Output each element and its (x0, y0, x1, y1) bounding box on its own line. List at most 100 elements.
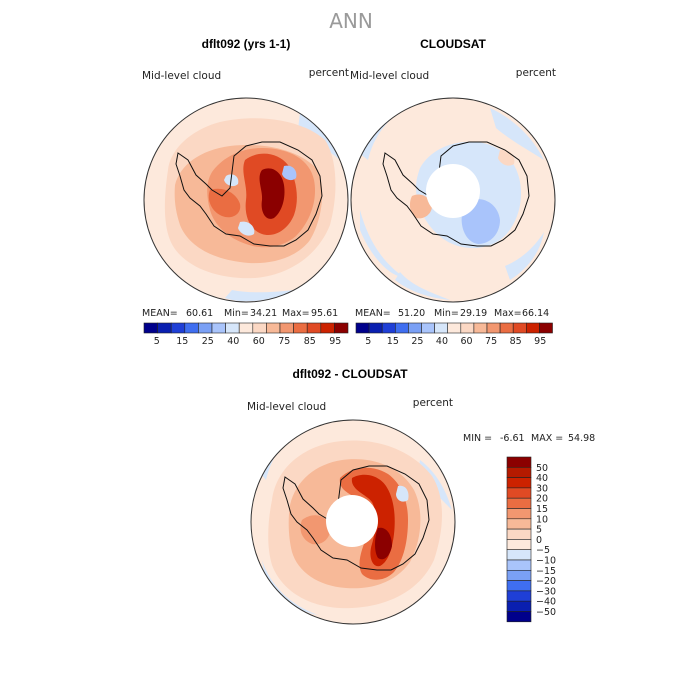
stat-min-label: Min= (434, 308, 459, 319)
colorbar-swatch (506, 518, 532, 530)
colorbar-obs: 5 15 25 40 60 75 85 95 (355, 322, 553, 347)
colorbar-tick-label: 20 (536, 494, 548, 505)
panel-model-title: dflt092 (yrs 1-1) (202, 37, 291, 51)
colorbar-swatch (408, 322, 422, 334)
pale-blue-patch (490, 108, 544, 160)
panel-diff-title: dflt092 - CLOUDSAT (292, 367, 408, 381)
colorbar-swatch (211, 322, 226, 334)
colorbar-swatch (506, 508, 532, 520)
panel-obs-title: CLOUDSAT (420, 37, 486, 51)
panel-obs: CLOUDSAT Mid-level cloud percent MEAN= 5… (350, 37, 556, 347)
colorbar-swatch (198, 322, 213, 334)
colorbar-swatch (170, 322, 186, 334)
salmon-patch (409, 194, 432, 219)
stat-min-value: 29.19 (460, 308, 487, 319)
colorbar-swatch (306, 322, 322, 334)
panel-diff-map (251, 420, 455, 624)
pale-blue-patch (258, 424, 300, 480)
colorbar-tick-label: 5 (154, 336, 160, 347)
colorbar-swatch (506, 611, 532, 623)
stat-max-value: 66.14 (522, 308, 549, 319)
colorbar-tick-label: 10 (536, 514, 548, 525)
colorbar-swatch (473, 322, 488, 334)
blue-patch (282, 165, 297, 181)
pale-blue-patch (238, 221, 255, 236)
colorbar-swatch (279, 322, 294, 334)
colorbar-swatch (506, 456, 532, 468)
colorbar-tick-label: 40 (536, 473, 548, 484)
colorbar-tick-label: −40 (536, 597, 556, 608)
colorbar-swatch (506, 600, 532, 612)
panel-diff-units-label: percent (413, 397, 453, 409)
colorbar-swatch (506, 487, 532, 499)
colorbar-swatch (506, 580, 532, 592)
stat-mean-value: 60.61 (186, 308, 213, 319)
colorbar-tick-label: −20 (536, 576, 556, 587)
panel-obs-map (351, 98, 555, 302)
colorbar-swatch (143, 322, 158, 334)
map-border (250, 419, 456, 625)
colorbar-tick-label: 40 (436, 336, 448, 347)
colorbar-tick-label: 30 (536, 483, 548, 494)
colorbar-swatch (157, 322, 172, 334)
colorbar-swatch (225, 322, 240, 334)
colorbar-tick-label: 50 (536, 463, 548, 474)
colorbar-swatch (499, 322, 514, 334)
colorbar-tick-label: 15 (536, 504, 548, 515)
colorbar-tick-label: 60 (460, 336, 472, 347)
colorbar-tick-label: 75 (485, 336, 497, 347)
colorbar-tick-label: 25 (411, 336, 423, 347)
pale-blue-patch (355, 98, 420, 160)
colorbar-swatch (506, 549, 532, 561)
colorbar-swatch (506, 466, 532, 478)
panel-model: dflt092 (yrs 1-1) Mid-level cloud percen… (142, 37, 349, 347)
map-border (350, 97, 556, 303)
colorbar-tick-label: −15 (536, 566, 556, 577)
colorbar-tick-label: 60 (253, 336, 265, 347)
panel-model-map (144, 98, 348, 302)
stat-mean-value: 51.20 (398, 308, 425, 319)
warm-patch (300, 515, 331, 545)
colorbar-tick-label: 75 (278, 336, 290, 347)
colorbar-swatch (525, 322, 540, 334)
colorbar-tick-label: 15 (176, 336, 188, 347)
pale-blue-patch (225, 290, 295, 302)
colorbar-tick-label: 85 (510, 336, 522, 347)
stat-min-label: MIN = (463, 433, 492, 444)
antarctica-coastline (175, 141, 323, 247)
colorbar-tick-label: 15 (387, 336, 399, 347)
stat-max-label: Max= (494, 308, 522, 319)
colorbar-swatch (252, 322, 267, 334)
colorbar-swatch (506, 569, 532, 581)
colorbar-swatch (320, 322, 335, 334)
colorbar-swatch (506, 559, 532, 571)
panel-model-variable-label: Mid-level cloud (142, 70, 221, 82)
colorbar-tick-label: 40 (227, 336, 239, 347)
panel-diff-variable-label: Mid-level cloud (247, 401, 326, 413)
colorbar-swatch (460, 322, 475, 334)
colorbar-tick-label: 0 (536, 535, 542, 546)
colorbar-swatch (539, 322, 553, 334)
pale-blue-patch (360, 210, 405, 278)
stat-min-value: -6.61 (500, 433, 525, 444)
stat-mean-label: MEAN= (355, 308, 391, 319)
colorbar-tick-label: −50 (536, 607, 556, 618)
colorbar-tick-label: 25 (202, 336, 214, 347)
colorbar-swatch (506, 528, 532, 540)
colorbar-tick-label: 85 (304, 336, 316, 347)
colorbar-swatch (368, 322, 383, 334)
panel-diff: dflt092 - CLOUDSAT Mid-level cloud perce… (247, 367, 595, 625)
colorbar-swatch (506, 539, 532, 551)
stat-min-value: 34.21 (250, 308, 277, 319)
colorbar-swatch (506, 590, 532, 602)
colorbar-swatch (447, 322, 462, 334)
colorbar-swatch (486, 322, 501, 334)
colorbar-swatch (434, 322, 449, 334)
colorbar-swatch (334, 322, 349, 334)
colorbar-swatch (238, 322, 254, 334)
colorbar-swatch (293, 322, 308, 334)
map-border (143, 97, 349, 303)
stat-max-value: 54.98 (568, 433, 595, 444)
